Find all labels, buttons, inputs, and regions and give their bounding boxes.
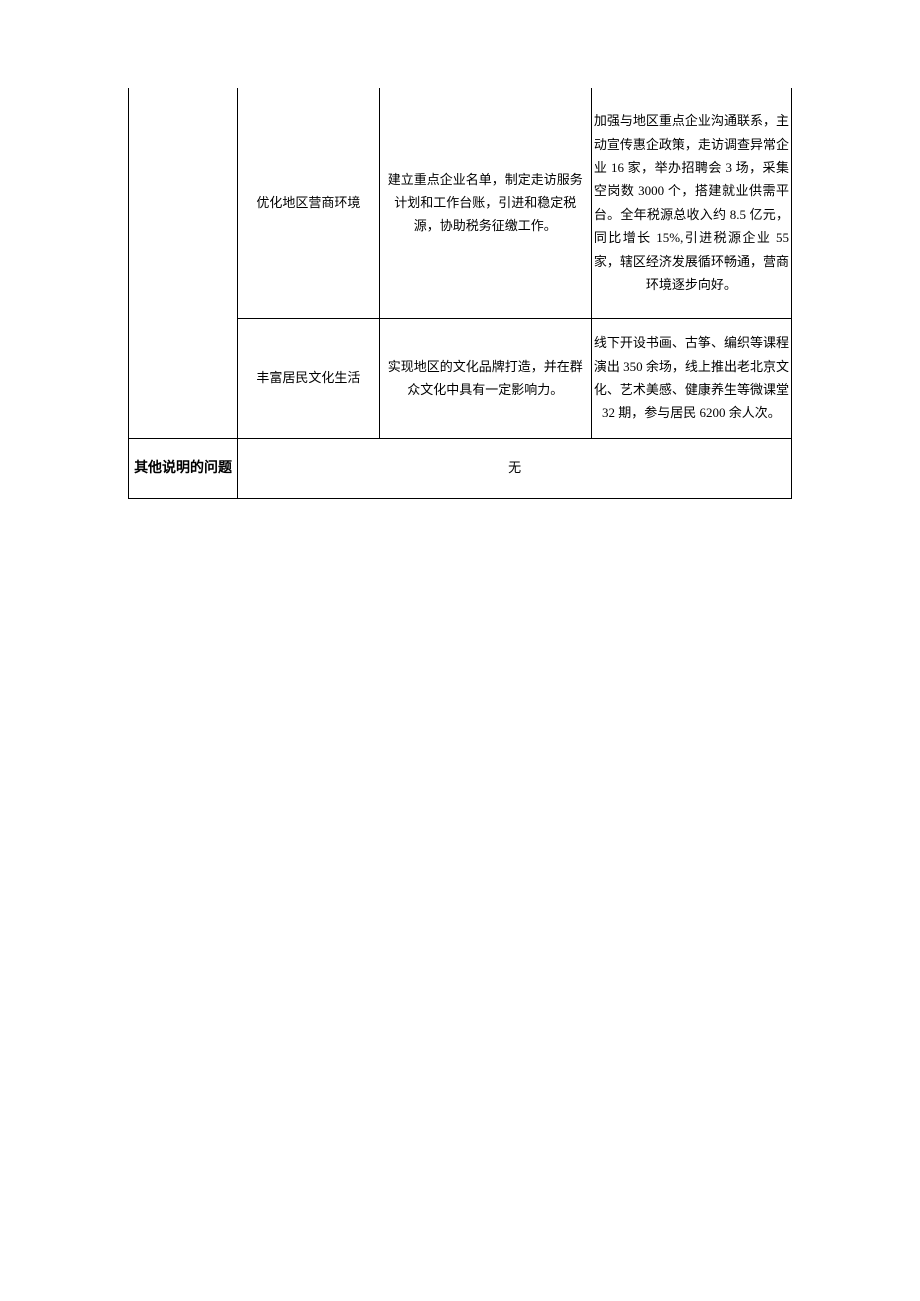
cell-result: 线下开设书画、古筝、编织等课程演出 350 余场，线上推出老北京文化、艺术美感、… xyxy=(591,318,791,438)
document-table: 优化地区营商环境 建立重点企业名单，制定走访服务计划和工作台账，引进和稳定税源，… xyxy=(128,88,792,499)
cell-plan: 实现地区的文化品牌打造，并在群众文化中具有一定影响力。 xyxy=(379,318,591,438)
cell-topic: 丰富居民文化生活 xyxy=(238,318,379,438)
cell-topic: 优化地区营商环境 xyxy=(238,88,379,318)
table-row: 优化地区营商环境 建立重点企业名单，制定走访服务计划和工作台账，引进和稳定税源，… xyxy=(129,88,792,318)
row-group-label xyxy=(129,88,238,438)
cell-result: 加强与地区重点企业沟通联系，主动宣传惠企政策，走访调查异常企业 16 家，举办招… xyxy=(591,88,791,318)
footer-value: 无 xyxy=(238,438,792,498)
cell-plan: 建立重点企业名单，制定走访服务计划和工作台账，引进和稳定税源，协助税务征缴工作。 xyxy=(379,88,591,318)
footer-label: 其他说明的问题 xyxy=(129,438,238,498)
table-footer-row: 其他说明的问题 无 xyxy=(129,438,792,498)
